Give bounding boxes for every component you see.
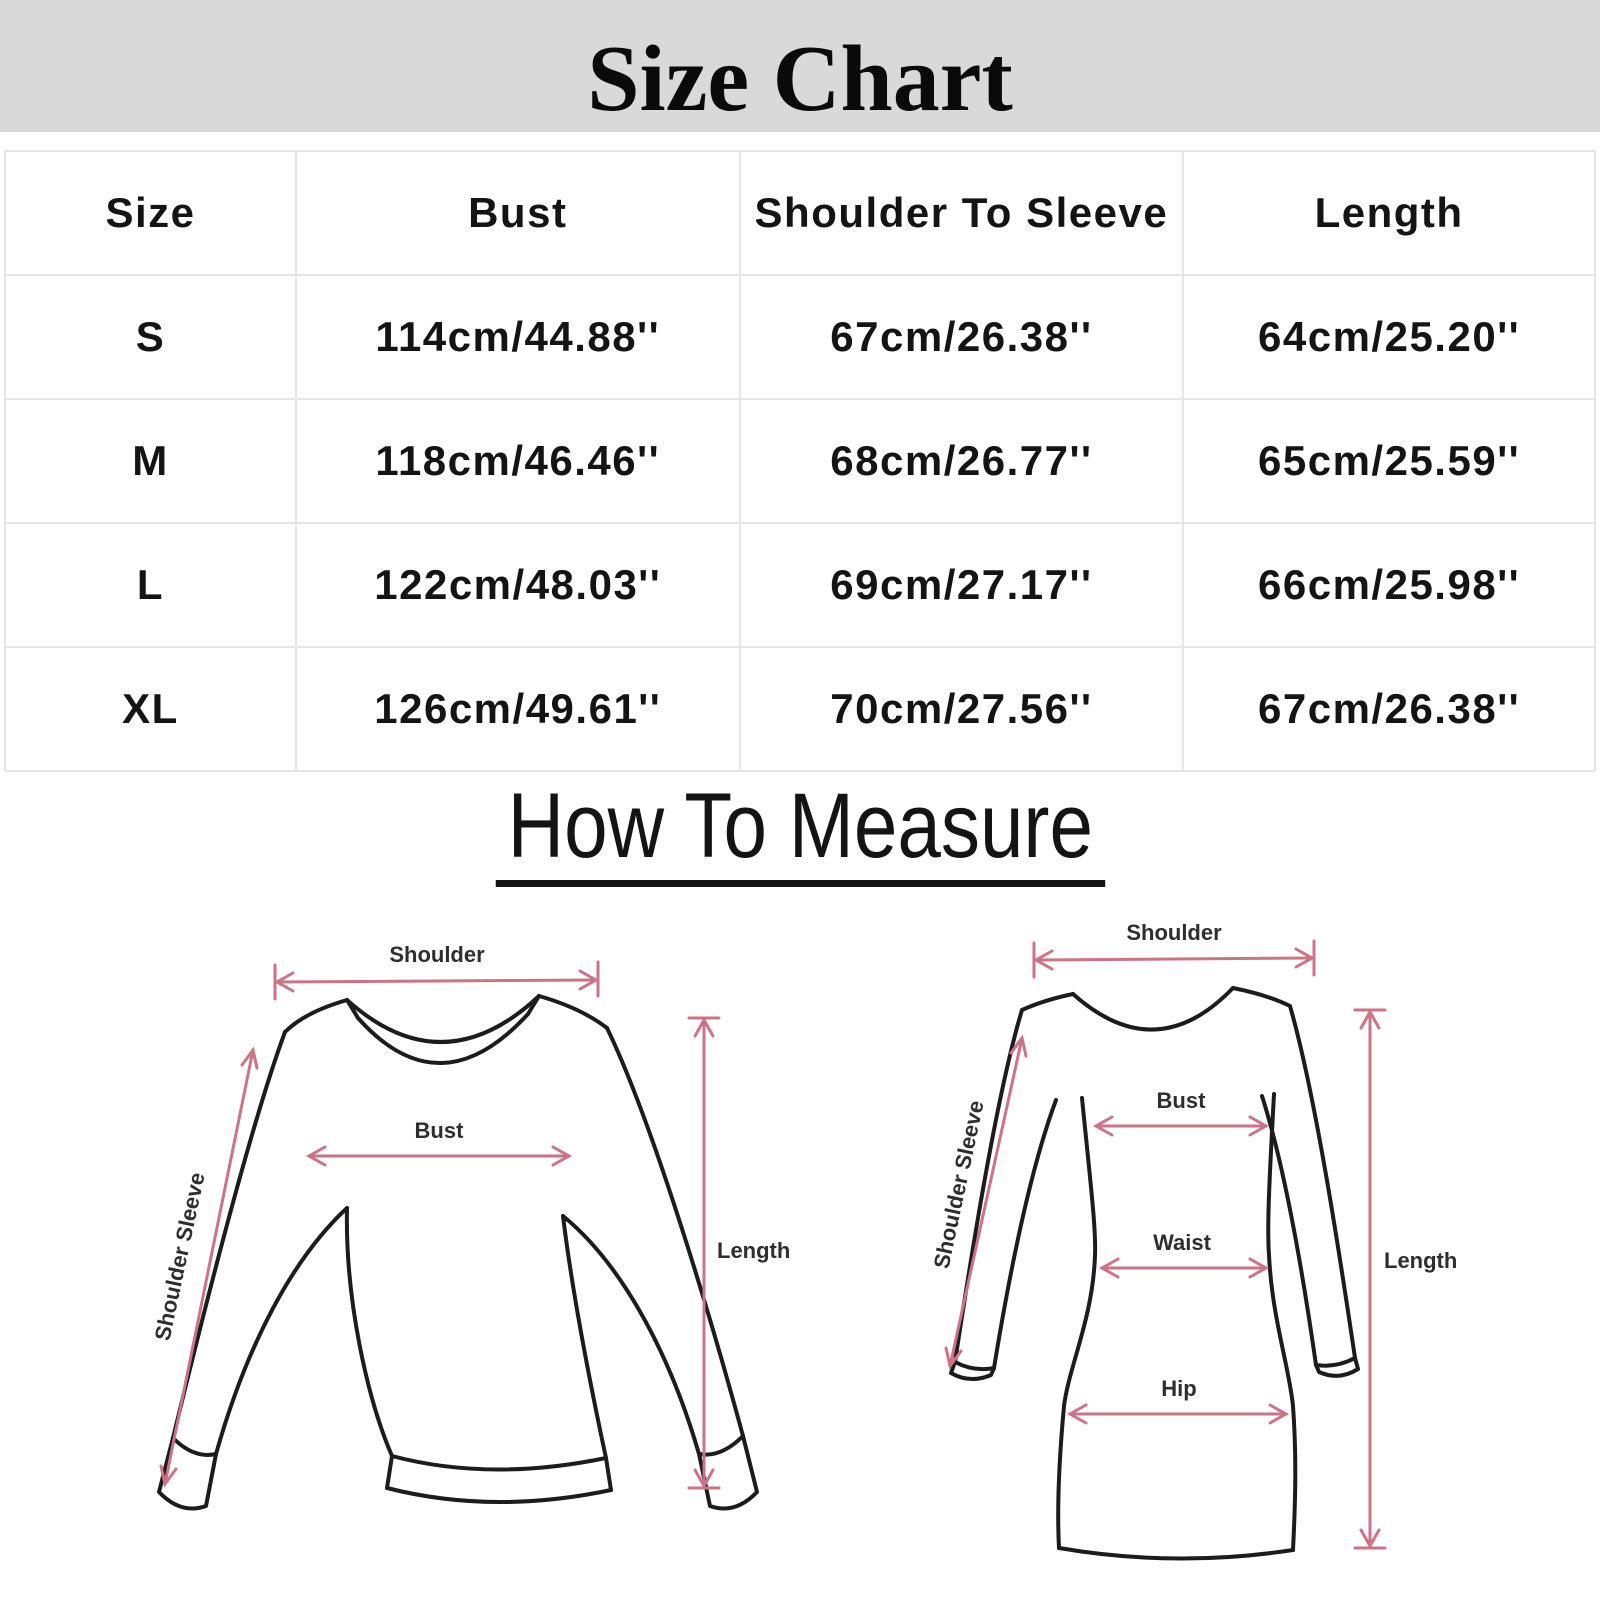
table-header-row: Size Bust Shoulder To Sleeve Length bbox=[4, 150, 1596, 276]
length-label: Length bbox=[1384, 1248, 1457, 1273]
waist-measure-arrow: Waist bbox=[1098, 1230, 1270, 1279]
shoulder-measure-arrow: Shoulder bbox=[273, 942, 600, 1001]
how-to-measure-title: How To Measure bbox=[495, 780, 1105, 887]
hip-measure-arrow: Hip bbox=[1066, 1376, 1290, 1425]
column-header-length: Length bbox=[1182, 150, 1596, 276]
shoulder-sleeve-measure-arrow: Shoulder Sleeve bbox=[150, 1046, 259, 1488]
length-cell: 65cm/25.59'' bbox=[1182, 398, 1596, 524]
size-cell: M bbox=[4, 398, 297, 524]
shoulder-sleeve-label: Shoulder Sleeve bbox=[929, 1098, 989, 1271]
page-title: Size Chart bbox=[587, 27, 1013, 131]
column-header-size: Size bbox=[4, 150, 297, 276]
column-header-bust: Bust bbox=[294, 150, 741, 276]
shoulder-to-sleeve-cell: 70cm/27.56'' bbox=[738, 646, 1185, 772]
size-cell: L bbox=[4, 522, 297, 648]
sweatshirt-outline-drawing bbox=[157, 994, 759, 1511]
size-cell: XL bbox=[4, 646, 297, 772]
table-row-m: M 118cm/46.46'' 68cm/26.77'' 65cm/25.59'… bbox=[4, 398, 1596, 524]
shoulder-measure-arrow: Shoulder bbox=[1032, 920, 1316, 979]
bust-label: Bust bbox=[415, 1118, 465, 1143]
title-band: Size Chart bbox=[0, 0, 1600, 132]
length-cell: 64cm/25.20'' bbox=[1182, 274, 1596, 400]
shoulder-to-sleeve-cell: 68cm/26.77'' bbox=[738, 398, 1185, 524]
table-row-s: S 114cm/44.88'' 67cm/26.38'' 64cm/25.20'… bbox=[4, 274, 1596, 400]
length-label: Length bbox=[717, 1238, 790, 1263]
table-row-xl: XL 126cm/49.61'' 70cm/27.56'' 67cm/26.38… bbox=[4, 646, 1596, 772]
dress-outline-drawing bbox=[949, 986, 1360, 1561]
length-measure-arrow: Length bbox=[1353, 1008, 1457, 1550]
length-cell: 66cm/25.98'' bbox=[1182, 522, 1596, 648]
dress-diagram: Shoulder Bust Waist Hip bbox=[929, 920, 1457, 1561]
bust-cell: 114cm/44.88'' bbox=[294, 274, 741, 400]
measure-diagrams: Shoulder Bust Length bbox=[0, 898, 1600, 1598]
bust-cell: 122cm/48.03'' bbox=[294, 522, 741, 648]
size-cell: S bbox=[4, 274, 297, 400]
table-row-l: L 122cm/48.03'' 69cm/27.17'' 66cm/25.98'… bbox=[4, 522, 1596, 648]
bust-cell: 118cm/46.46'' bbox=[294, 398, 741, 524]
hip-label: Hip bbox=[1161, 1376, 1196, 1401]
column-header-shoulder-to-sleeve: Shoulder To Sleeve bbox=[738, 150, 1185, 276]
bust-label: Bust bbox=[1157, 1088, 1207, 1113]
shoulder-label: Shoulder bbox=[389, 942, 485, 967]
waist-label: Waist bbox=[1153, 1230, 1212, 1255]
size-table: Size Bust Shoulder To Sleeve Length S 11… bbox=[4, 150, 1596, 772]
bust-cell: 126cm/49.61'' bbox=[294, 646, 741, 772]
how-to-measure-section: How To Measure bbox=[0, 780, 1600, 887]
length-cell: 67cm/26.38'' bbox=[1182, 646, 1596, 772]
shoulder-to-sleeve-cell: 69cm/27.17'' bbox=[738, 522, 1185, 648]
shoulder-to-sleeve-cell: 67cm/26.38'' bbox=[738, 274, 1185, 400]
sweatshirt-diagram: Shoulder Bust Length bbox=[150, 942, 790, 1511]
shoulder-sleeve-label: Shoulder Sleeve bbox=[150, 1170, 210, 1343]
shoulder-label: Shoulder bbox=[1126, 920, 1222, 945]
bust-measure-arrow: Bust bbox=[1092, 1088, 1270, 1137]
shoulder-sleeve-measure-arrow: Shoulder Sleeve bbox=[929, 1034, 1028, 1370]
length-measure-arrow: Length bbox=[687, 1016, 790, 1490]
bust-measure-arrow: Bust bbox=[305, 1118, 573, 1167]
band-table-gap bbox=[0, 132, 1600, 150]
